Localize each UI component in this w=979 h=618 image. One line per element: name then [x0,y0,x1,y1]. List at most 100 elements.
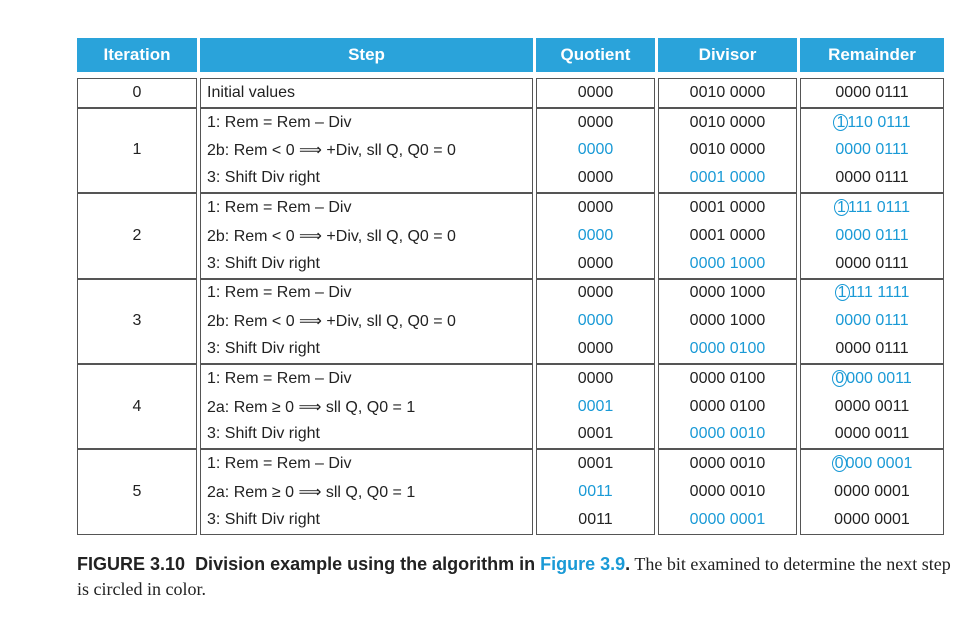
table-row: 3: Shift Div right 0011 0000 0001 0000 0001 [77,505,944,535]
step-cell: 3: Shift Div right [200,164,533,194]
divisor-cell: 0001 0000 [658,193,797,222]
iteration-cell: 2 [77,193,197,279]
step-cell: 1: Rem = Rem – Div [200,278,533,308]
divisor-cell: 0000 0010 [658,420,797,450]
remainder-cell: 0000 0111 [800,249,944,279]
remainder-cell: 0000 0111 [800,78,944,108]
divisor-cell: 0000 0010 [658,478,797,506]
quotient-cell: 0000 [536,107,655,137]
header-cell: Quotient [536,38,655,72]
table-row: 5 1: Rem = Rem – Div 0001 0000 0010 0 000 000… [77,449,944,535]
header-cell: Remainder [800,38,944,72]
quotient-cell: 0000 [536,249,655,279]
figure-title: Division example using the algorithm in [195,554,541,574]
remainder-cell: 0000 0111 [800,136,944,165]
step-cell: 2a: Rem ≥ 0 ⟹ sll Q, Q0 = 1 [200,392,533,421]
figure-label: FIGURE 3.10 [77,554,186,574]
caption: FIGURE 3.10 Division example using the a… [77,552,957,602]
step-cell: 3: Shift Div right [200,249,533,279]
iteration-cell: 5 [77,449,197,535]
table-row: 2a: Rem ≥ 0 ⟹ sll Q, Q0 = 1 0001 0000 0100… [77,392,944,421]
step-cell: 2a: Rem ≥ 0 ⟹ sll Q, Q0 = 1 [200,478,533,506]
divisor-cell: 0010 0000 [658,136,797,165]
step-cell: 1: Rem = Rem – Div [200,193,533,222]
step-cell: Initial values [200,78,533,108]
divisor-cell: 0000 0100 [658,335,797,364]
remainder-cell: 0000 0111 [800,164,944,194]
divisor-cell: 0000 1000 [658,307,797,336]
divisor-cell: 0001 0000 [658,221,797,250]
divisor-cell: 0000 0100 [658,363,797,393]
step-cell: 2b: Rem < 0 ⟹ +Div, sll Q, Q0 = 0 [200,136,533,165]
remainder-cell: 0000 0111 [800,335,944,364]
table-row: 2b: Rem < 0 ⟹ +Div, sll Q, Q0 = 0 0000 000… [77,221,944,250]
step-cell: 1: Rem = Rem – Div [200,363,533,393]
division-table: Iteration Step Quotient Divisor Remainder 0 In… [74,38,947,535]
step-cell: 1: Rem = Rem – Div [200,449,533,479]
quotient-cell: 0000 [536,335,655,364]
remainder-cell: 1 110 0111 [800,107,944,137]
remainder-cell: 0000 0001 [800,478,944,506]
quotient-cell: 0001 [536,420,655,450]
table-row: 2 1: Rem = Rem – Div 0000 0001 0000 1 111 011… [77,193,944,279]
quotient-cell: 0000 [536,193,655,222]
step-cell: 3: Shift Div right [200,505,533,535]
table-row: 3 1: Rem = Rem – Div 0000 0000 1000 1 111 111… [77,278,944,364]
remainder-cell: 1 111 0111 [800,193,944,222]
step-cell: 2b: Rem < 0 ⟹ +Div, sll Q, Q0 = 0 [200,307,533,336]
table-row: 2a: Rem ≥ 0 ⟹ sll Q, Q0 = 1 0011 0000 0010… [77,478,944,506]
iteration-cell: 4 [77,363,197,450]
table-row: 3: Shift Div right 0001 0000 0010 0000 0011 [77,420,944,450]
table-wrap: Iteration Step Quotient Divisor Remainder 0 In… [74,38,947,535]
iteration-cell: 1 [77,107,197,194]
table-row: 3: Shift Div right 0000 0000 1000 0000 0111 [77,249,944,279]
step-cell: 2b: Rem < 0 ⟹ +Div, sll Q, Q0 = 0 [200,221,533,250]
remainder-cell: 0000 0001 [800,505,944,535]
table-row: 3: Shift Div right 0000 0000 0100 0000 0111 [77,335,944,364]
quotient-cell: 0011 [536,505,655,535]
divisor-cell: 0000 1000 [658,249,797,279]
header-cell: Iteration [77,38,197,72]
quotient-cell: 0000 [536,278,655,308]
figure-link[interactable]: Figure 3.9 [540,554,626,574]
table-row: 1 1: Rem = Rem – Div 0000 0010 0000 1 110 011… [77,107,944,194]
header-cell: Divisor [658,38,797,72]
caption-text: The bit examined to determine the next s… [77,554,951,599]
quotient-cell: 0000 [536,164,655,194]
remainder-cell: 0000 0011 [800,392,944,421]
divisor-cell: 0001 0000 [658,164,797,194]
remainder-cell: 1 111 1111 [800,278,944,308]
remainder-cell: 0000 0011 [800,420,944,450]
divisor-cell: 0010 0000 [658,78,797,108]
table-row: 0 Initial values 0000 0010 0000 0000 0111 [77,78,944,108]
quotient-cell: 0001 [536,449,655,479]
table-row: 3: Shift Div right 0000 0001 0000 0000 0111 [77,164,944,194]
quotient-cell: 0001 [536,392,655,421]
quotient-cell: 0000 [536,78,655,108]
quotient-cell: 0011 [536,478,655,506]
table-row: 2b: Rem < 0 ⟹ +Div, sll Q, Q0 = 0 0000 000… [77,307,944,336]
quotient-cell: 0000 [536,221,655,250]
divisor-cell: 0000 0100 [658,392,797,421]
quotient-cell: 0000 [536,136,655,165]
table-row: 2b: Rem < 0 ⟹ +Div, sll Q, Q0 = 0 0000 001… [77,136,944,165]
table-row: 4 1: Rem = Rem – Div 0000 0000 0100 0 000 001… [77,363,944,450]
iteration-cell: 3 [77,278,197,364]
step-cell: 3: Shift Div right [200,335,533,364]
remainder-cell: 0000 0111 [800,221,944,250]
remainder-cell: 0000 0111 [800,307,944,336]
figure-title-end: . [625,554,631,574]
quotient-cell: 0000 [536,363,655,393]
step-cell: 3: Shift Div right [200,420,533,450]
divisor-cell: 0010 0000 [658,107,797,137]
divisor-cell: 0000 0010 [658,449,797,479]
divisor-cell: 0000 0001 [658,505,797,535]
header-cell: Step [200,38,533,72]
step-cell: 1: Rem = Rem – Div [200,107,533,137]
divisor-cell: 0000 1000 [658,278,797,308]
iteration-cell: 0 [77,78,197,108]
quotient-cell: 0000 [536,307,655,336]
